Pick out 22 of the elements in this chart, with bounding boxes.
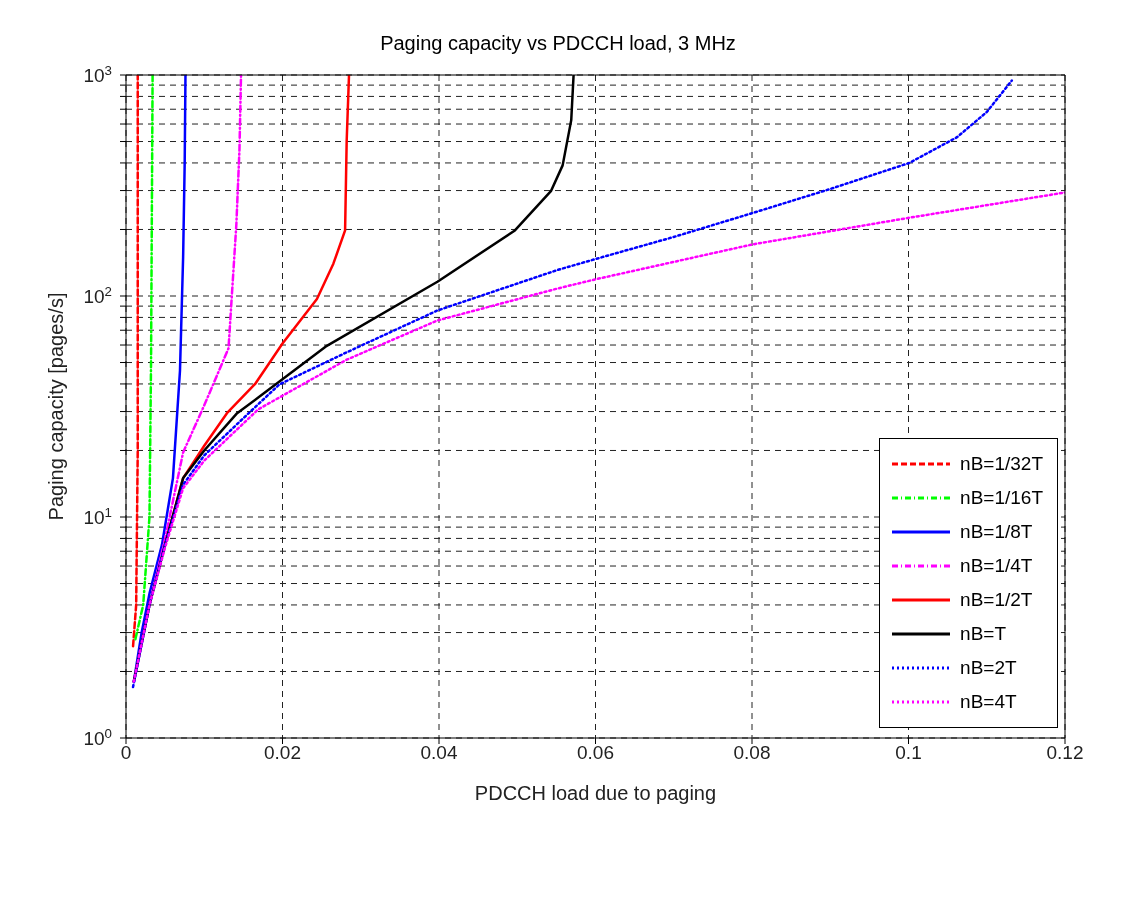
- x-tick-label: 0.08: [733, 742, 771, 764]
- legend-label: nB=1/2T: [960, 589, 1033, 611]
- legend-label: nB=1/8T: [960, 521, 1033, 543]
- y-axis-title: Paging capacity [pages/s]: [45, 292, 68, 521]
- x-tick-label: 0.02: [264, 742, 301, 764]
- x-tick-label: 0.1: [895, 742, 922, 764]
- legend-label: nB=T: [960, 623, 1007, 645]
- x-tick-label: 0.12: [1046, 742, 1084, 764]
- legend-label: nB=1/32T: [960, 453, 1043, 475]
- y-tick-label: 10$^{1}$: [83, 504, 112, 528]
- y-tick-label: 10$^{0}$: [83, 725, 112, 749]
- x-axis-title: PDCCH load due to paging: [474, 782, 717, 804]
- y-tick-label: 10$^{3}$: [83, 62, 112, 86]
- chart-title: Paging capacity vs PDCCH load, 3 MHz: [379, 32, 737, 55]
- legend-label: nB=2T: [960, 657, 1017, 679]
- legend-label: nB=1/16T: [960, 487, 1043, 509]
- x-tick-label: 0: [120, 742, 132, 764]
- x-tick-label: 0.06: [577, 742, 614, 764]
- y-tick-label: 10$^{2}$: [83, 283, 112, 307]
- legend-label: nB=1/4T: [960, 555, 1033, 577]
- x-tick-label: 0.04: [420, 742, 458, 764]
- legend-label: nB=4T: [960, 691, 1017, 713]
